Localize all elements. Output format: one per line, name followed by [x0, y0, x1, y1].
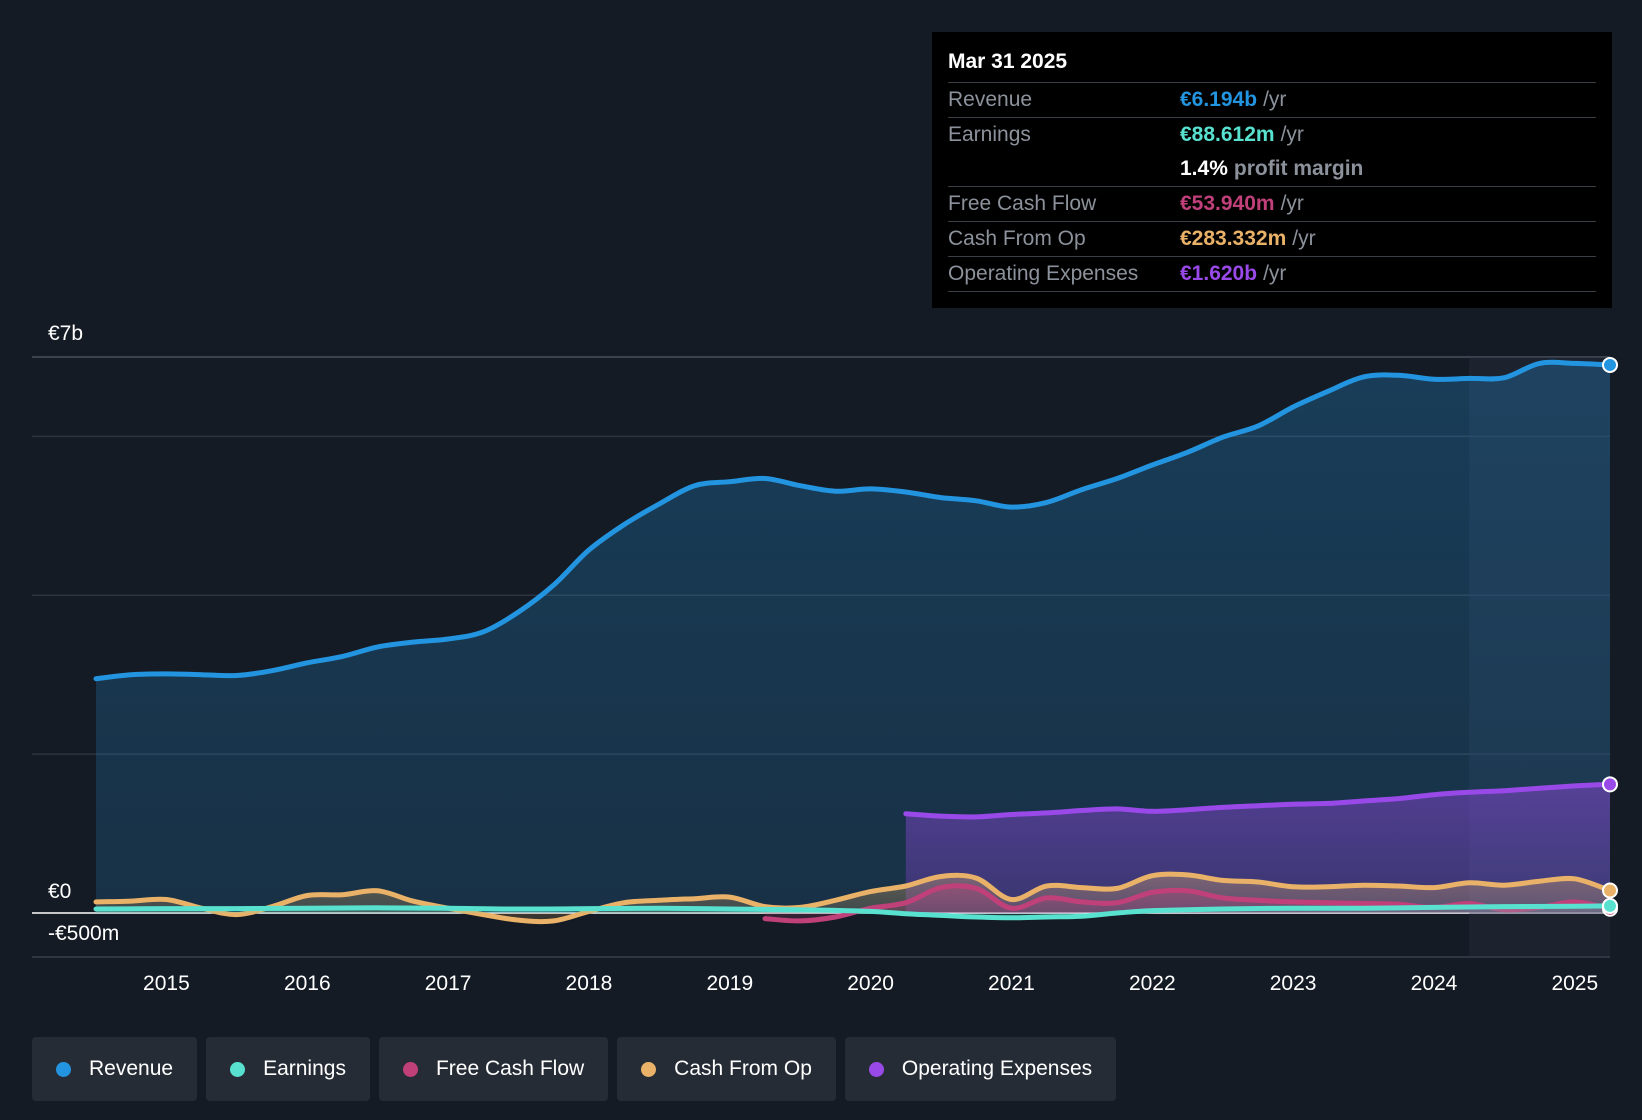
y-axis-label-top: €7b	[48, 322, 83, 345]
end-marker-operating-expenses	[1602, 776, 1618, 793]
cash-from-op-dot-icon	[641, 1061, 657, 1077]
series-area-revenue	[96, 362, 1610, 913]
legend-item-earnings[interactable]: Earnings	[206, 1037, 370, 1101]
tooltip-unit: /yr	[1280, 123, 1304, 146]
series-line-earnings	[93, 903, 1613, 921]
legend-label: Free Cash Flow	[435, 1057, 585, 1080]
tooltip-row-earnings: Earnings €88.612m /yr	[948, 118, 1596, 152]
tooltip-label: Free Cash Flow	[948, 192, 1097, 215]
end-marker-earnings	[1602, 897, 1618, 914]
legend-item-operating-expenses[interactable]: Operating Expenses	[844, 1037, 1117, 1101]
legend-label: Cash From Op	[674, 1057, 812, 1080]
tooltip-row-profit-margin: 1.4% profit margin	[948, 152, 1596, 187]
legend-item-cash-from-op[interactable]: Cash From Op	[617, 1037, 836, 1101]
series-line-cash-from-op	[93, 871, 1613, 925]
y-axis-label-zero: €0	[48, 880, 71, 903]
x-tick-label: 2022	[1129, 972, 1176, 995]
tooltip-value: €6.194b	[1180, 88, 1258, 111]
series-line-free-cash-flow	[762, 883, 1613, 924]
legend-label: Revenue	[89, 1057, 174, 1080]
y-axis-label-bottom: -€500m	[48, 922, 119, 945]
legend-label: Earnings	[263, 1057, 346, 1080]
x-tick-label: 2018	[566, 972, 613, 995]
series-area-operating-expenses	[905, 784, 1610, 913]
legend-item-free-cash-flow[interactable]: Free Cash Flow	[378, 1037, 609, 1101]
tooltip-label: Operating Expenses	[948, 262, 1139, 285]
tooltip-unit: /yr	[1263, 88, 1287, 111]
tooltip-date: Mar 31 2025	[948, 46, 1596, 83]
x-tick-label: 2024	[1411, 972, 1458, 995]
x-tick-label: 2015	[143, 972, 190, 995]
x-tick-label: 2020	[847, 972, 894, 995]
tooltip-row-free-cash-flow: Free Cash Flow €53.940m /yr	[948, 187, 1596, 222]
axis-layer: €7b €0 -€500m 2015 2016 2017 2018 2019 2020 2021 2…	[48, 322, 1598, 995]
x-tick-label: 2023	[1270, 972, 1317, 995]
tooltip-unit: /yr	[1263, 262, 1287, 285]
operating-expenses-dot-icon	[868, 1061, 884, 1077]
tooltip-row-revenue: Revenue €6.194b /yr	[948, 83, 1596, 118]
end-markers	[1602, 356, 1618, 917]
tooltip-row-cash-from-op: Cash From Op €283.332m /yr	[948, 222, 1596, 257]
tooltip-value: 1.4%	[1180, 157, 1228, 180]
series-line-operating-expenses	[903, 781, 1613, 820]
tooltip-label: Revenue	[948, 88, 1033, 111]
tooltip-unit: /yr	[1280, 192, 1304, 215]
x-tick-label: 2025	[1551, 972, 1598, 995]
tooltip-value: €53.940m	[1180, 192, 1275, 215]
tooltip-unit: profit margin	[1233, 157, 1364, 180]
tooltip-label: Cash From Op	[948, 227, 1086, 250]
series-line-revenue	[93, 359, 1613, 682]
x-tick-label: 2021	[988, 972, 1035, 995]
tooltip-unit: /yr	[1292, 227, 1316, 250]
revenue-dot-icon	[56, 1061, 71, 1077]
series-layer	[93, 359, 1613, 925]
free-cash-flow-dot-icon	[402, 1061, 418, 1077]
legend-item-revenue[interactable]: Revenue	[32, 1037, 198, 1101]
tooltip-row-operating-expenses: Operating Expenses €1.620b /yr	[948, 257, 1596, 292]
tooltip-panel: Mar 31 2025 Revenue €6.194b /yr Earnings…	[932, 32, 1612, 308]
tooltip-value: €88.612m	[1180, 123, 1275, 146]
earnings-dot-icon	[230, 1061, 246, 1077]
end-marker-cash-from-op	[1602, 882, 1618, 899]
tooltip-value: €283.332m	[1180, 227, 1287, 250]
tooltip-label: Earnings	[948, 123, 1031, 146]
tooltip-value: €1.620b	[1180, 262, 1258, 285]
chart-legend: Revenue Earnings Free Cash Flow Cash Fro…	[32, 1037, 1117, 1101]
legend-label: Operating Expenses	[901, 1057, 1093, 1080]
x-tick-label: 2017	[425, 972, 472, 995]
end-marker-revenue	[1602, 356, 1618, 373]
x-tick-label: 2019	[706, 972, 753, 995]
x-tick-label: 2016	[284, 972, 331, 995]
